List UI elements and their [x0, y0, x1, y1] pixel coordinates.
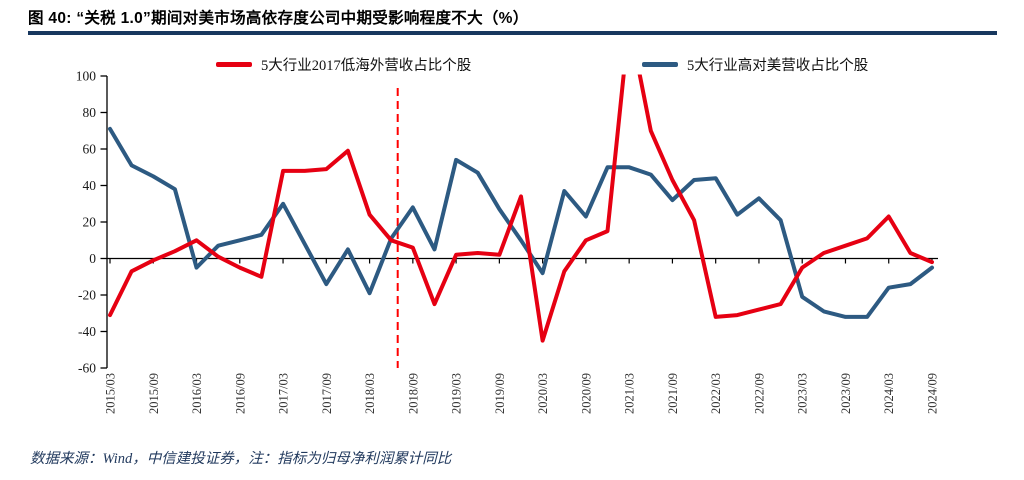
legend-item-low-overseas: 5大行业2017低海外营收占比个股: [216, 54, 471, 75]
x-axis-tick-label: 2016/03: [190, 373, 204, 414]
x-axis-tick-label: 2016/09: [233, 373, 247, 414]
y-axis-tick-label: 0: [89, 251, 96, 266]
x-axis-tick-label: 2017/09: [320, 373, 334, 414]
x-axis-tick-label: 2024/09: [926, 373, 940, 414]
y-axis-tick-label: 20: [83, 215, 97, 230]
x-axis-tick-label: 2018/03: [363, 373, 377, 414]
y-axis-tick-label: 40: [83, 178, 97, 193]
x-axis-tick-label: 2019/03: [450, 373, 464, 414]
legend-label-low-overseas: 5大行业2017低海外营收占比个股: [261, 58, 472, 74]
x-axis-tick-label: 2017/03: [277, 373, 291, 414]
y-axis-tick-label: 80: [83, 105, 97, 120]
x-axis-tick-label: 2022/09: [752, 373, 766, 414]
x-axis-tick-label: 2022/03: [709, 373, 723, 414]
x-axis-tick-label: 2018/09: [406, 373, 420, 414]
x-axis-tick-label: 2020/09: [579, 373, 593, 414]
legend-item-high-us: 5大行业高对美营收占比个股: [642, 54, 868, 75]
legend-swatch-red-line: [216, 62, 252, 67]
x-axis-tick-label: 2021/03: [623, 373, 637, 414]
x-axis-tick-label: 2015/03: [104, 373, 118, 414]
chart-title: 图 40: “关税 1.0”期间对美市场高依存度公司中期受影响程度不大（%）: [28, 10, 529, 27]
y-axis-tick-label: -20: [78, 288, 96, 303]
y-axis-tick-label: 100: [76, 69, 97, 84]
y-axis-tick-label: 60: [83, 142, 97, 157]
x-axis-tick-label: 2020/03: [536, 373, 550, 414]
legend-label-high-us: 5大行业高对美营收占比个股: [687, 58, 869, 74]
x-axis-tick-label: 2023/03: [796, 373, 810, 414]
legend-swatch-blue-line: [642, 62, 678, 67]
source-note: 数据来源：Wind，中信建投证券，注：指标为归母净利润累计同比: [30, 451, 452, 467]
x-axis-tick-label: 2015/09: [147, 373, 161, 414]
title-divider: [28, 31, 997, 35]
x-axis-tick-label: 2024/03: [882, 373, 896, 414]
x-axis-tick-label: 2021/09: [666, 373, 680, 414]
series-line-high-us: [108, 126, 934, 319]
y-axis-tick-label: -40: [78, 324, 96, 339]
series-line-low-overseas: [108, 74, 934, 343]
y-axis-tick-label: -60: [78, 361, 96, 376]
x-axis-tick-label: 2019/09: [493, 373, 507, 414]
x-axis-tick-label: 2023/09: [839, 373, 853, 414]
